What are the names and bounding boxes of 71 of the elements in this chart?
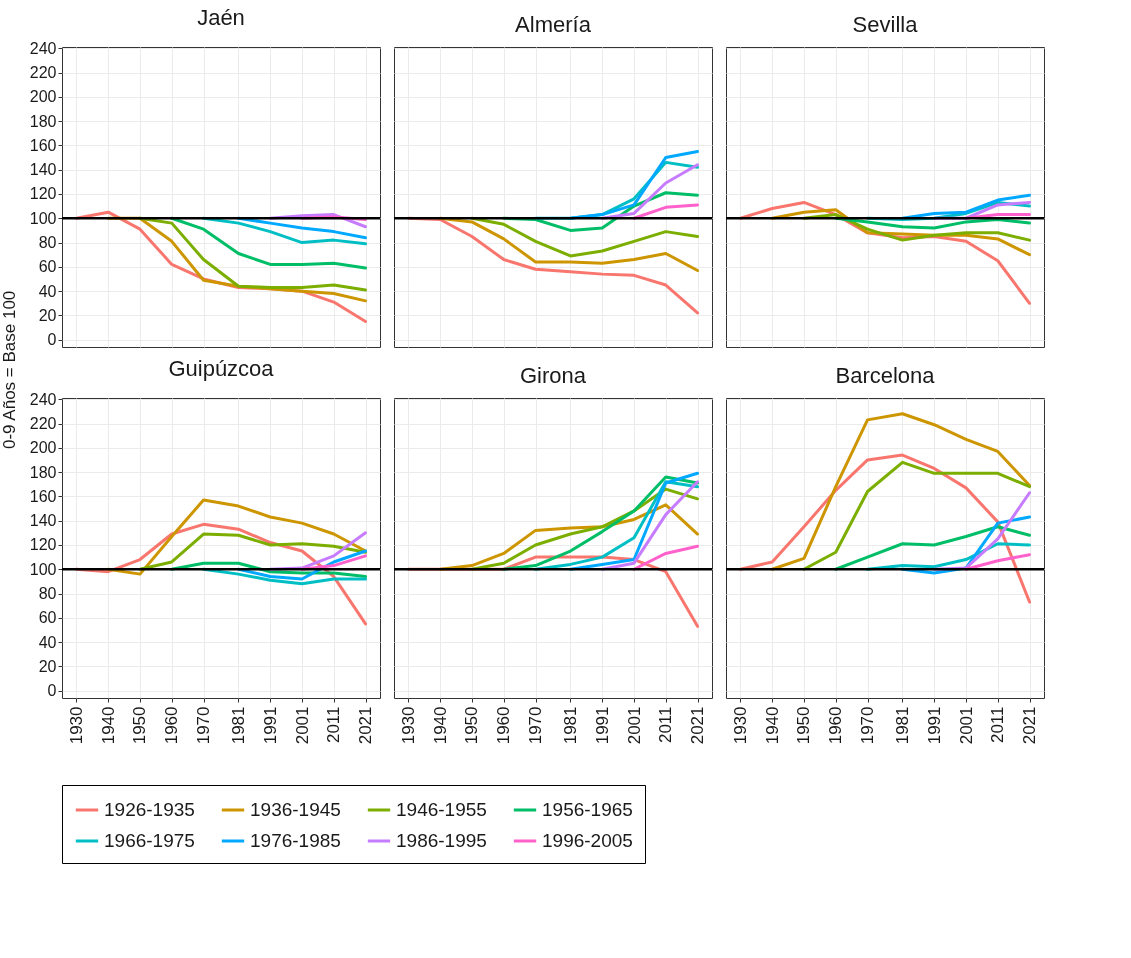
y-tick-label: 80 (38, 585, 57, 603)
x-tick-label: 1940 (430, 706, 450, 745)
x-tick-label: 1991 (924, 706, 944, 745)
y-tick-label: 20 (38, 657, 57, 675)
x-tick-label: 1981 (892, 706, 912, 745)
legend-label: 1946-1955 (396, 799, 487, 820)
y-tick-label: 180 (29, 463, 57, 481)
x-tick-label: 2001 (956, 706, 976, 745)
chart-title: Sevilla (852, 12, 919, 37)
x-tick-label: 2011 (656, 706, 676, 744)
y-tick-label: 60 (38, 609, 57, 627)
y-tick-label: 240 (29, 390, 57, 408)
x-tick-label: 1930 (730, 706, 750, 745)
x-tick-label: 1930 (398, 706, 418, 745)
legend-label: 1996-2005 (542, 830, 633, 851)
x-tick-label: 1991 (592, 706, 612, 745)
x-tick-label: 1970 (526, 706, 546, 745)
y-tick-label: 100 (29, 560, 57, 578)
y-tick-label: 40 (38, 633, 57, 651)
x-tick-label: 1950 (130, 706, 150, 745)
y-tick-label: 140 (29, 161, 57, 179)
x-tick-label: 1991 (260, 706, 280, 745)
chart-title: Guipúzcoa (168, 356, 275, 382)
legend-label: 1926-1935 (104, 799, 195, 820)
x-tick-label: 2011 (988, 706, 1008, 744)
x-tick-label: 1970 (194, 706, 214, 745)
x-tick-label: 1960 (494, 706, 514, 745)
y-tick-label: 120 (29, 536, 57, 554)
chart-title: Almería (515, 12, 592, 37)
y-tick-label: 0 (47, 682, 57, 700)
y-tick-label: 220 (29, 415, 57, 433)
x-tick-label: 2001 (292, 706, 312, 745)
x-tick-label: 1940 (762, 706, 782, 745)
y-tick-label: 20 (38, 306, 57, 324)
y-axis-title: 0-9 Años = Base 100 (0, 289, 20, 452)
x-tick-label: 2021 (356, 706, 376, 745)
y-tick-label: 240 (29, 39, 57, 57)
x-tick-label: 1981 (228, 706, 248, 745)
y-tick-label: 60 (38, 258, 57, 276)
y-tick-label: 160 (29, 487, 57, 505)
legend-label: 1986-1995 (396, 830, 487, 851)
y-tick-label: 220 (29, 64, 57, 82)
x-tick-label: 2001 (624, 706, 644, 745)
x-tick-label: 2011 (324, 706, 344, 744)
y-tick-label: 100 (29, 209, 57, 227)
x-tick-label: 1970 (858, 706, 878, 745)
y-tick-label: 0 (47, 331, 57, 349)
y-tick-label: 120 (29, 185, 57, 203)
x-tick-label: 1960 (826, 706, 846, 745)
x-tick-label: 1960 (162, 706, 182, 745)
y-tick-label: 40 (38, 282, 57, 300)
legend-label: 1956-1965 (542, 799, 633, 820)
x-tick-label: 1950 (462, 706, 482, 745)
legend-label: 1936-1945 (250, 799, 341, 820)
chart-title: Girona (519, 363, 587, 388)
x-tick-label: 2021 (688, 706, 708, 745)
chart-title: Jaén (197, 5, 245, 31)
x-tick-label: 1940 (98, 706, 118, 745)
x-tick-label: 1930 (66, 706, 86, 745)
legend-label: 1966-1975 (104, 830, 195, 851)
y-tick-label: 140 (29, 512, 57, 530)
y-tick-label: 160 (29, 136, 57, 154)
x-tick-label: 1950 (794, 706, 814, 745)
chart-title: Barcelona (835, 363, 936, 388)
y-tick-label: 200 (29, 439, 57, 457)
y-tick-label: 80 (38, 234, 57, 252)
x-tick-label: 2021 (1020, 706, 1040, 745)
x-tick-label: 1981 (560, 706, 580, 745)
y-tick-label: 180 (29, 112, 57, 130)
y-tick-label: 200 (29, 88, 57, 106)
legend-label: 1976-1985 (250, 830, 341, 851)
